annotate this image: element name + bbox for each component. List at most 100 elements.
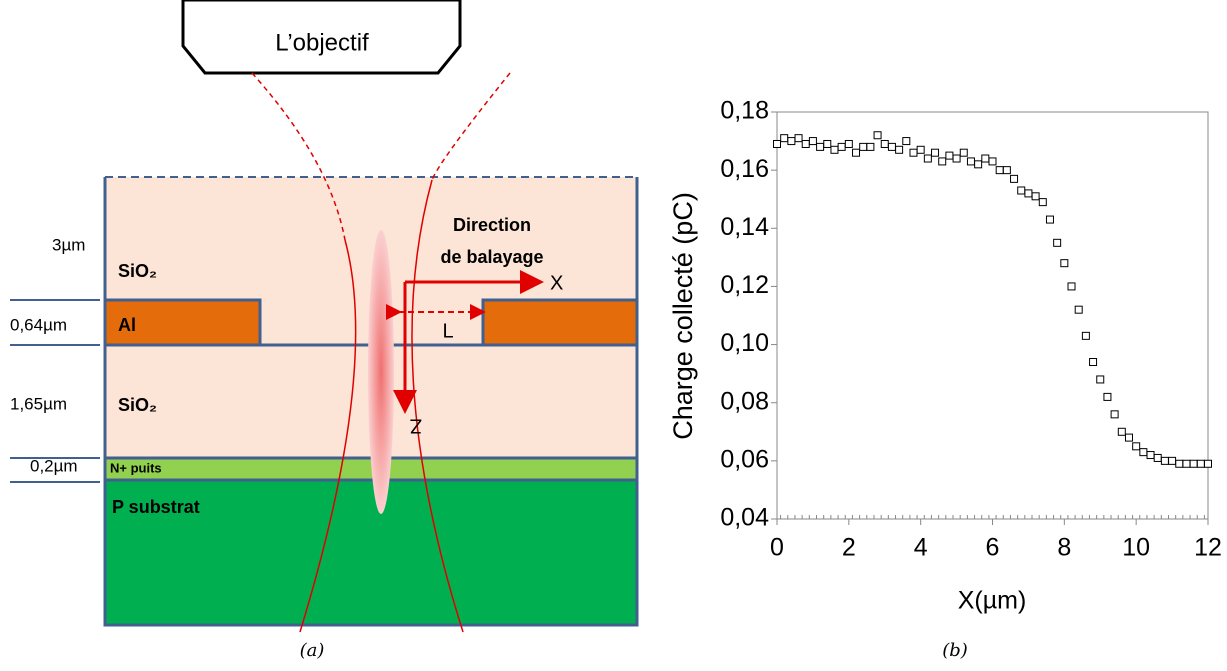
point [1160,456,1169,465]
point [866,142,875,151]
plot-frame [776,111,1209,520]
point [916,145,925,154]
point [1024,189,1033,198]
point [830,145,839,154]
x-label: X [550,272,563,294]
point [938,157,947,166]
point [1103,392,1112,401]
point [1081,331,1090,340]
y-tick-label: 0,04 [720,504,769,532]
x-tick-label: 2 [842,534,856,562]
point [1010,174,1019,183]
y-tick-label: 0,14 [720,213,769,241]
thickness: 1,65µm [10,394,67,413]
point [1060,259,1069,268]
point [1096,375,1105,384]
thickness: 0,2µm [30,456,78,475]
point [1067,282,1076,291]
point [1002,166,1011,175]
caption: (b) [942,640,968,661]
x-tick-label: 8 [1057,534,1071,562]
objective-label: L’objectif [275,29,369,56]
y-axis-title: Charge collecté (pC) [668,192,698,440]
point [1124,433,1133,442]
y-tick-label: 0,16 [720,155,769,183]
point [1110,410,1119,419]
x-tick-label: 4 [914,534,928,562]
point [909,148,918,157]
layer-label: N+ puits [110,460,162,475]
x-tick-label: 6 [986,534,1000,562]
beam [431,72,511,181]
l-label: L [442,320,453,342]
x-axis-title: X(µm) [958,587,1027,615]
point [988,157,997,166]
metal [481,298,639,347]
point [794,134,803,143]
point [1017,186,1026,195]
point [1117,427,1126,436]
point [1132,442,1141,451]
y-tick-label: 0,08 [720,387,769,415]
beam [411,179,464,633]
point [873,131,882,140]
diagram: L’objectif Direction de balayage X L Z 3… [10,0,639,633]
x-tick-label: 10 [1122,534,1150,562]
beam [251,72,346,241]
point [895,145,904,154]
thickness: 0,64µm [10,315,67,334]
point [880,139,889,148]
point [773,139,781,148]
x-tick-label: 0 [770,534,784,562]
point [1189,459,1198,468]
substrate [103,478,639,627]
thickness: 3µm [52,235,85,254]
point [1146,451,1155,460]
direction-label: de balayage [440,247,543,267]
point [974,160,983,169]
chart: Charge collecté (pC) X(µm) 0,04 0,06 0,08 0… [668,97,1222,615]
objective [181,0,462,75]
point [1153,453,1162,462]
focal-spot [368,230,394,514]
point [902,137,911,146]
point [923,154,932,163]
point [1139,448,1148,457]
point [816,142,825,151]
point [887,142,896,151]
layer-label: SiO₂ [118,261,157,281]
point [1196,459,1205,468]
point [801,139,810,148]
point [1182,459,1191,468]
point [1168,456,1177,465]
point [859,142,868,151]
point [952,154,961,163]
point [780,134,789,143]
direction-label: Direction [453,215,531,235]
point [1038,198,1047,207]
dimension-lines [10,299,100,483]
point [995,166,1004,175]
point [1031,192,1040,201]
point [844,139,853,148]
point [1053,238,1062,247]
point [931,148,940,157]
point [1045,215,1054,224]
point [852,148,861,157]
point [1204,459,1212,468]
point [1074,305,1083,314]
x-tick-label: 12 [1194,534,1222,562]
y-tick-label: 0,06 [720,445,769,473]
point [959,148,968,157]
layer-label: Al [118,315,136,335]
y-tick-label: 0,12 [720,271,769,299]
point [808,137,817,146]
point [981,154,990,163]
point [787,137,796,146]
point [945,151,954,160]
point [1175,459,1184,468]
y-tick-label: 0,18 [720,97,769,125]
point [823,139,832,148]
point [837,142,846,151]
